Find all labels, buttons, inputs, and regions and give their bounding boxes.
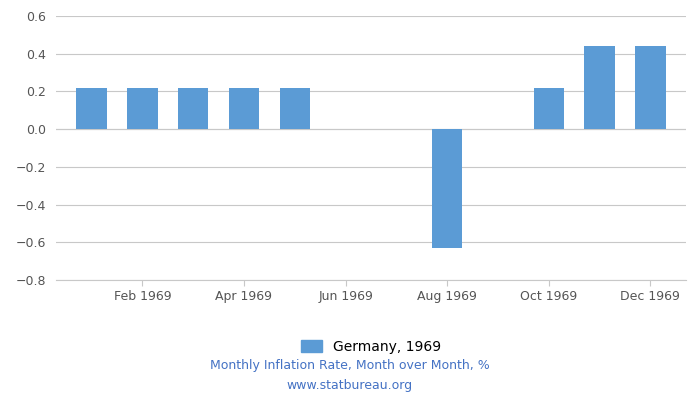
Bar: [432, 129, 463, 248]
Legend: Germany, 1969: Germany, 1969: [295, 334, 447, 360]
Bar: [635, 46, 666, 129]
Bar: [533, 88, 564, 129]
Bar: [127, 88, 158, 129]
Bar: [178, 88, 209, 129]
Bar: [76, 88, 107, 129]
Text: www.statbureau.org: www.statbureau.org: [287, 380, 413, 392]
Bar: [229, 88, 259, 129]
Text: Monthly Inflation Rate, Month over Month, %: Monthly Inflation Rate, Month over Month…: [210, 360, 490, 372]
Bar: [279, 88, 310, 129]
Bar: [584, 46, 615, 129]
